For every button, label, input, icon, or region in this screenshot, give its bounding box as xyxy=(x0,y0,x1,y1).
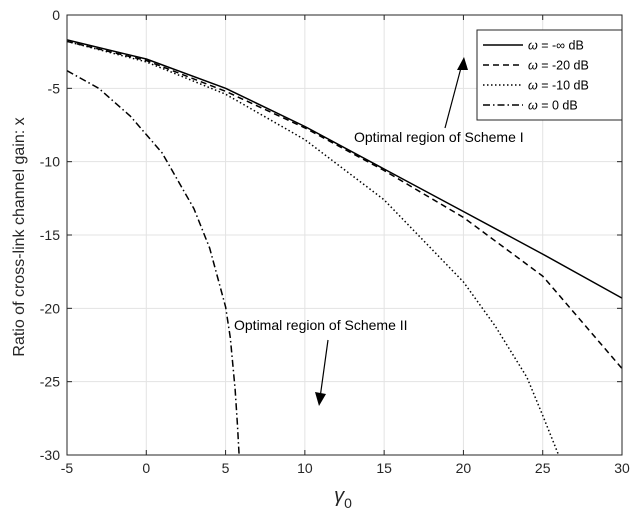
legend-symbol: ω xyxy=(528,99,538,113)
x-tick-label: 25 xyxy=(535,460,551,476)
legend: ω = -∞ dBω = -20 dBω = -10 dBω = 0 dB xyxy=(476,29,623,121)
y-tick-label: 0 xyxy=(52,7,60,23)
x-axis-symbol: γ xyxy=(334,485,345,507)
series-group xyxy=(66,39,623,456)
series-line-2 xyxy=(66,40,623,369)
y-tick-label: -5 xyxy=(48,80,61,96)
x-tick-label: 30 xyxy=(614,460,630,476)
x-tick-label: 0 xyxy=(142,460,150,476)
annotation-scheme-2: Optimal region of Scheme II xyxy=(234,317,408,333)
ticks: -5 0 5 10 15 20 25 30 0 -5 -10 -15 -20 -25 -30 xyxy=(40,7,630,476)
x-axis-label: γ0 xyxy=(334,485,352,511)
y-tick-label: -15 xyxy=(40,227,60,243)
series-line-3 xyxy=(66,40,560,456)
y-tick-label: -25 xyxy=(40,374,60,390)
legend-label-1: ω = -∞ dB xyxy=(528,39,584,53)
x-tick-label: 15 xyxy=(376,460,392,476)
annotation-scheme-1: Optimal region of Scheme I xyxy=(354,129,524,145)
arrow-up-scheme-1 xyxy=(444,57,468,129)
legend-label-3: ω = -10 dB xyxy=(528,79,589,93)
legend-symbol: ω xyxy=(528,79,538,93)
legend-value: = -20 dB xyxy=(538,59,589,73)
legend-label-2: ω = -20 dB xyxy=(528,59,589,73)
legend-symbol: ω xyxy=(528,39,538,53)
y-tick-label: -30 xyxy=(40,447,60,463)
annotations: Optimal region of Scheme I Optimal regio… xyxy=(234,57,524,406)
legend-value: = -10 dB xyxy=(538,79,589,93)
x-tick-label: 5 xyxy=(222,460,230,476)
x-tick-label: 20 xyxy=(456,460,472,476)
axis-labels: γ0 Ratio of cross-link channel gain: x xyxy=(11,117,352,511)
y-tick-label: -20 xyxy=(40,300,60,316)
arrow-down-scheme-2 xyxy=(315,339,329,406)
legend-value: = 0 dB xyxy=(538,99,578,113)
y-axis-label: Ratio of cross-link channel gain: x xyxy=(11,117,28,356)
x-tick-label: -5 xyxy=(61,460,74,476)
legend-value: = -∞ dB xyxy=(538,39,584,53)
legend-label-4: ω = 0 dB xyxy=(528,99,578,113)
series-line-1 xyxy=(66,39,623,299)
y-tick-label: -10 xyxy=(40,154,60,170)
series-line-4 xyxy=(66,70,240,456)
x-axis-subscript: 0 xyxy=(344,495,352,511)
legend-symbol: ω xyxy=(528,59,538,73)
x-tick-label: 10 xyxy=(297,460,313,476)
